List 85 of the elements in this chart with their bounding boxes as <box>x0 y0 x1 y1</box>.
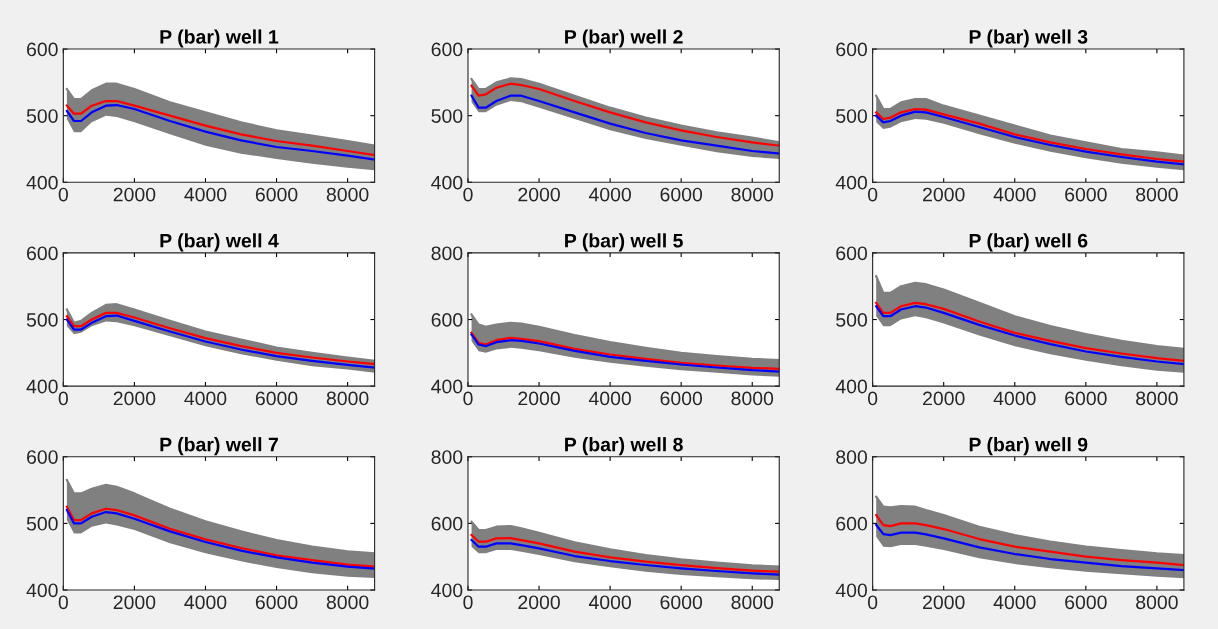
y-tick-label: 800 <box>431 450 463 464</box>
x-tick-label: 2000 <box>113 391 156 406</box>
y-tick-label: 600 <box>431 516 463 531</box>
x-tick-label: 0 <box>463 595 473 610</box>
x-tick-label: 8000 <box>326 391 369 406</box>
x-tick-label: 8000 <box>1136 595 1178 610</box>
y-tick-label: 800 <box>836 450 868 464</box>
x-tick-label: 0 <box>58 595 68 610</box>
y-tick-label: 500 <box>26 516 58 531</box>
chart-title: P (bar) well 3 <box>969 29 1088 48</box>
x-tick-label: 6000 <box>1065 595 1107 610</box>
x-tick-label: 6000 <box>660 391 703 406</box>
x-tick-label: 8000 <box>731 187 774 202</box>
x-tick-label: 6000 <box>660 595 703 610</box>
x-tick-label: 0 <box>58 187 68 202</box>
y-tick-label: 500 <box>836 109 868 123</box>
x-tick-label: 6000 <box>660 187 703 202</box>
y-tick-label: 500 <box>26 313 58 327</box>
y-tick-label: 400 <box>26 583 58 598</box>
x-tick-label: 2000 <box>518 391 560 406</box>
x-tick-label: 6000 <box>255 595 298 610</box>
y-tick-label: 600 <box>27 246 58 261</box>
x-tick-label: 8000 <box>1136 391 1178 406</box>
line-series <box>470 82 780 147</box>
x-tick-label: 6000 <box>1065 391 1107 406</box>
x-tick-label: 0 <box>463 187 473 202</box>
x-tick-label: 2000 <box>113 187 156 202</box>
y-tick-label: 400 <box>835 175 868 190</box>
y-tick-label: 400 <box>431 379 463 394</box>
chart-title: P (bar) well 5 <box>565 233 683 252</box>
x-tick-label: 4000 <box>184 187 227 202</box>
x-tick-label: 0 <box>867 595 878 610</box>
x-tick-label: 8000 <box>731 595 774 610</box>
line-series <box>470 94 780 155</box>
x-tick-label: 2000 <box>518 187 560 202</box>
x-tick-label: 4000 <box>993 187 1036 202</box>
x-tick-label: 8000 <box>326 187 369 202</box>
x-tick-label: 0 <box>58 391 68 406</box>
y-tick-label: 600 <box>836 246 868 261</box>
x-tick-label: 2000 <box>923 391 965 406</box>
x-tick-label: 8000 <box>1136 187 1178 202</box>
y-tick-label: 500 <box>836 313 868 327</box>
y-tick-label: 400 <box>26 379 58 394</box>
chart-title: P (bar) well 4 <box>160 233 279 252</box>
x-tick-label: 4000 <box>993 391 1036 406</box>
y-tick-label: 400 <box>431 583 463 598</box>
chart-title: P (bar) well 9 <box>969 437 1088 456</box>
x-tick-label: 4000 <box>588 595 631 610</box>
y-tick-label: 600 <box>836 516 868 531</box>
y-tick-label: 400 <box>431 175 463 190</box>
x-tick-label: 4000 <box>588 187 631 202</box>
y-tick-label: 400 <box>26 175 58 190</box>
x-tick-label: 2000 <box>113 595 156 610</box>
x-tick-label: 6000 <box>1065 187 1107 202</box>
y-tick-label: 600 <box>836 42 868 57</box>
x-tick-label: 2000 <box>923 187 965 202</box>
y-tick-label: 400 <box>835 583 868 598</box>
y-tick-label: 600 <box>431 42 463 57</box>
x-tick-label: 0 <box>867 391 878 406</box>
y-tick-label: 600 <box>27 450 58 464</box>
y-tick-label: 500 <box>26 109 58 123</box>
x-tick-label: 2000 <box>923 595 965 610</box>
x-tick-label: 0 <box>463 391 473 406</box>
x-tick-label: 6000 <box>255 187 298 202</box>
line-series <box>875 513 1184 567</box>
x-tick-label: 4000 <box>184 595 227 610</box>
chart-title: P (bar) well 6 <box>969 233 1088 252</box>
chart-title: P (bar) well 2 <box>565 29 683 48</box>
x-tick-label: 4000 <box>184 391 227 406</box>
line-series <box>875 523 1184 572</box>
x-tick-label: 8000 <box>731 391 774 406</box>
chart-title: P (bar) well 8 <box>565 437 683 456</box>
x-tick-label: 4000 <box>588 391 631 406</box>
chart-title: P (bar) well 7 <box>160 437 278 456</box>
x-tick-label: 0 <box>867 187 878 202</box>
x-tick-label: 4000 <box>993 595 1036 610</box>
x-tick-label: 2000 <box>518 595 560 610</box>
x-tick-label: 8000 <box>326 595 369 610</box>
y-tick-label: 500 <box>431 109 463 123</box>
x-tick-label: 6000 <box>255 391 298 406</box>
y-tick-label: 400 <box>835 379 868 394</box>
y-tick-label: 800 <box>431 246 463 261</box>
y-tick-label: 600 <box>431 313 463 327</box>
y-tick-label: 600 <box>27 42 58 57</box>
chart-title: P (bar) well 1 <box>160 29 279 48</box>
